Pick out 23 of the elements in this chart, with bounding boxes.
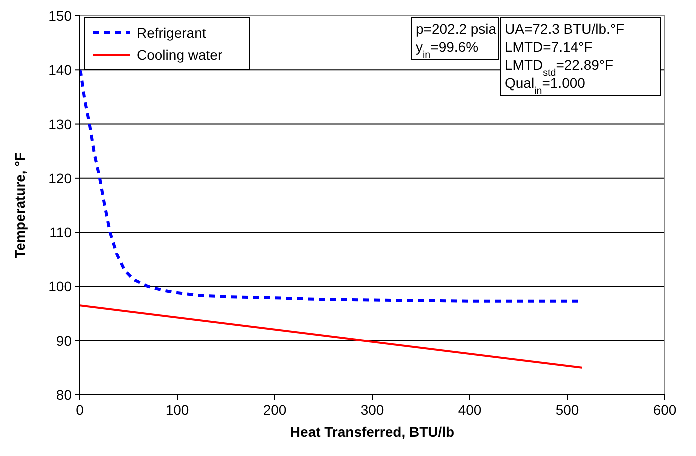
- x-tick-label: 500: [556, 402, 580, 418]
- annotation: p=202.2 psia: [416, 21, 497, 37]
- y-tick-label: 130: [48, 116, 72, 132]
- y-tick-label: 140: [48, 62, 72, 78]
- x-tick-label: 100: [166, 402, 190, 418]
- y-tick-label: 110: [50, 224, 72, 241]
- annotation: LMTD=7.14°F: [505, 39, 593, 55]
- y-tick-label: 80: [56, 387, 72, 403]
- annotation: UA=72.3 BTU/lb.°F: [505, 21, 625, 37]
- annotation: y$_{in}$=99.6%: [416, 39, 479, 60]
- x-tick-label: 300: [360, 402, 384, 418]
- legend-label: Cooling water: [137, 47, 223, 63]
- x-tick-label: 400: [458, 402, 482, 418]
- x-tick-label: 0: [76, 402, 84, 418]
- legend-label: Refrigerant: [137, 25, 206, 41]
- y-tick-label: 150: [48, 8, 72, 24]
- x-tick-label: 600: [653, 402, 677, 418]
- y-tick-label: 100: [48, 278, 72, 295]
- y-tick-label: 120: [48, 170, 72, 186]
- y-axis-title: Temperature, °F: [12, 152, 28, 258]
- x-tick-label: 200: [263, 402, 287, 418]
- y-tick-label: 90: [56, 332, 72, 349]
- x-axis-title: Heat Transferred, BTU/lb: [290, 424, 455, 440]
